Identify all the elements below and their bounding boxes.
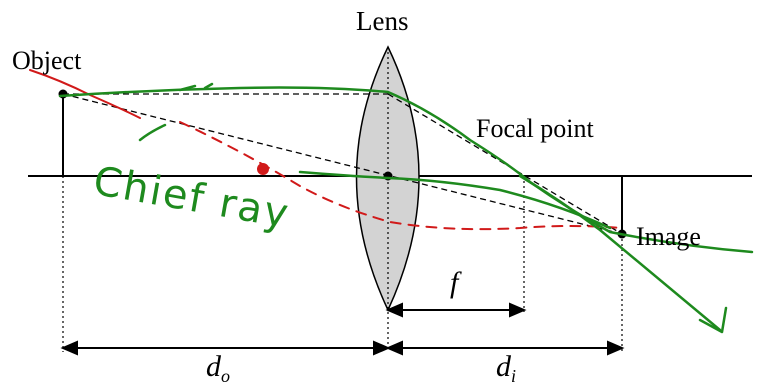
focal-length-label: f bbox=[450, 266, 459, 299]
green-pointer-mark bbox=[138, 123, 167, 142]
refracted-ray bbox=[387, 93, 623, 235]
object-label: Object bbox=[12, 46, 82, 75]
image-distance-label: di bbox=[496, 350, 517, 386]
image-distance-subscript: i bbox=[511, 366, 517, 386]
object-distance-symbol: d bbox=[206, 350, 221, 383]
object-distance-subscript: o bbox=[221, 366, 230, 386]
image-label: Image bbox=[636, 222, 701, 251]
image-distance-symbol: d bbox=[496, 350, 511, 383]
chief-ray-printed bbox=[62, 93, 623, 235]
f-arrowhead-left bbox=[385, 302, 403, 318]
green-outgoing-ray bbox=[518, 174, 722, 332]
do-arrowhead-left bbox=[60, 340, 78, 356]
red-dashed-ray bbox=[179, 121, 623, 231]
green-arrowhead bbox=[698, 306, 728, 334]
green-small-scribble bbox=[178, 82, 214, 92]
do-arrowhead-right bbox=[373, 340, 391, 356]
red-dot-mark bbox=[257, 163, 269, 175]
lens-label: Lens bbox=[356, 6, 409, 36]
di-arrowhead-left bbox=[385, 340, 403, 356]
green-chief-ray bbox=[298, 170, 612, 230]
green-parallel-ray bbox=[58, 86, 754, 254]
di-arrowhead-right bbox=[607, 340, 625, 356]
focal-point-label: Focal point bbox=[476, 114, 594, 143]
f-arrowhead-right bbox=[509, 302, 527, 318]
object-distance-label: do bbox=[206, 350, 230, 386]
